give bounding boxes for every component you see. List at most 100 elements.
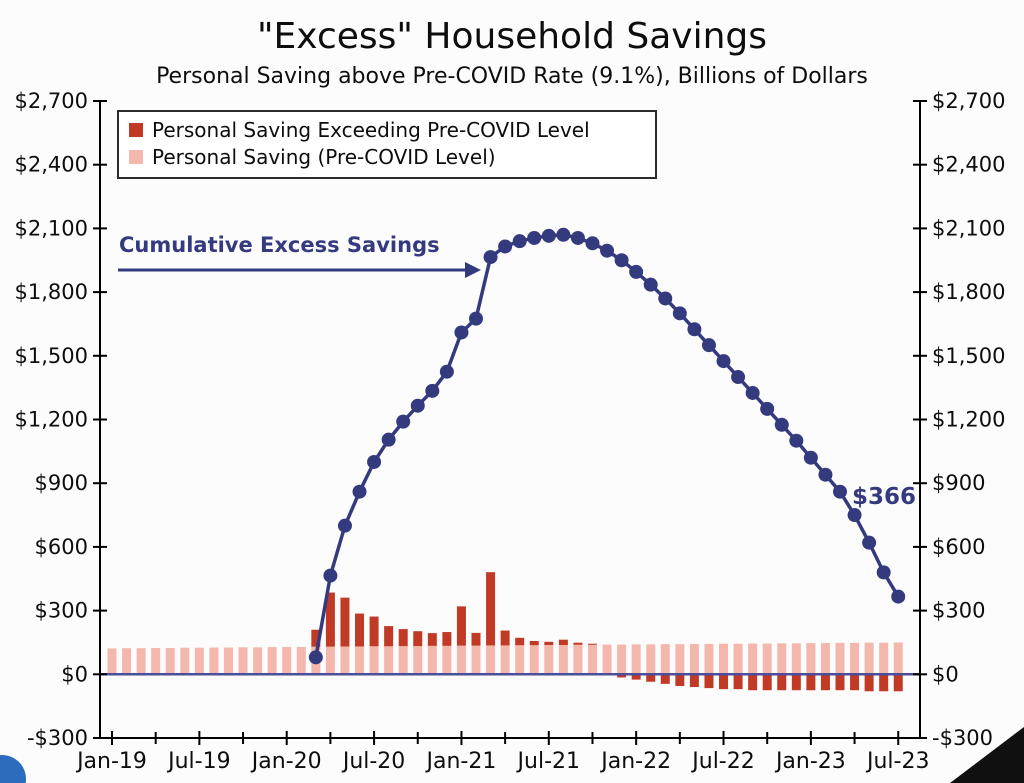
bar-pre-covid	[340, 646, 350, 675]
line-marker	[469, 311, 483, 326]
bar-pre-covid	[806, 643, 816, 675]
legend-swatch-precovid-icon	[129, 150, 143, 164]
bar-pre-covid	[165, 647, 175, 675]
line-marker	[352, 484, 367, 499]
bar-excess	[631, 674, 641, 680]
line-marker	[891, 589, 906, 604]
line-marker	[818, 467, 833, 482]
y-tick-label-left: -$300	[27, 726, 88, 750]
bar-pre-covid	[355, 646, 365, 675]
line-marker	[716, 354, 731, 369]
axes	[99, 101, 921, 739]
bar-pre-covid	[617, 644, 627, 675]
line-marker	[789, 433, 804, 448]
line-marker	[396, 414, 411, 429]
line-marker	[512, 234, 527, 249]
bar-pre-covid	[719, 643, 729, 675]
bar-pre-covid	[820, 643, 830, 675]
bar-excess	[879, 674, 889, 692]
bar-pre-covid	[864, 642, 874, 675]
bar-excess	[762, 674, 772, 691]
bar-pre-covid	[238, 647, 248, 675]
bar-excess	[806, 674, 816, 691]
bar-pre-covid	[500, 645, 510, 675]
line-marker	[381, 432, 396, 447]
line-marker	[745, 385, 760, 400]
x-tick-label: Jul-23	[865, 749, 929, 774]
line-marker	[687, 322, 702, 337]
bar-pre-covid	[122, 648, 132, 675]
line-marker	[847, 508, 862, 523]
line-marker	[833, 484, 847, 499]
bar-excess	[791, 674, 801, 691]
x-tick-label: Jul-22	[690, 749, 754, 774]
bar-pre-covid	[253, 647, 263, 675]
bar-excess	[413, 631, 423, 647]
bar-pre-covid	[850, 642, 860, 675]
bar-pre-covid	[544, 644, 554, 675]
line-marker	[367, 454, 382, 469]
legend-item-excess: Personal Saving Exceeding Pre-COVID Leve…	[129, 118, 643, 142]
bar-pre-covid	[529, 645, 539, 675]
x-axis-labels: Jan-19 Jul-19 Jan-20 Jul-20 Jan-21 Jul-21 Jan-…	[75, 731, 929, 774]
bar-pre-covid	[369, 646, 379, 675]
y-tick-label-right: -$300	[932, 726, 993, 750]
bar-pre-covid	[733, 643, 743, 675]
bar-pre-covid	[194, 647, 204, 675]
line-marker	[614, 253, 629, 268]
y-tick-label-right: $1,200	[932, 408, 1005, 432]
y-tick-label-right: $600	[932, 535, 985, 559]
y-tick-label-left: $900	[35, 471, 88, 495]
bar-pre-covid	[675, 644, 685, 675]
line-marker	[527, 230, 542, 245]
bar-excess	[442, 632, 452, 646]
bar-excess	[384, 626, 394, 647]
bar-excess	[864, 674, 874, 692]
bar-pre-covid	[471, 645, 481, 675]
bar-excess	[355, 613, 365, 647]
line-marker	[803, 450, 818, 465]
bar-pre-covid	[879, 642, 889, 675]
bar-pre-covid	[427, 645, 437, 675]
bar-excess	[456, 606, 466, 646]
y-tick-label-left: $600	[35, 535, 88, 559]
y-tick-label-right: $2,400	[932, 153, 1005, 177]
y-tick-label-left: $1,500	[15, 344, 88, 368]
y-tick-label-left: $300	[35, 599, 88, 623]
bar-pre-covid	[587, 644, 597, 675]
cumulative-line	[308, 227, 906, 665]
bar-excess	[529, 640, 539, 646]
line-marker	[323, 568, 338, 583]
y-tick-label-right: $1,500	[932, 344, 1005, 368]
bar-pre-covid	[296, 646, 306, 675]
y-tick-label-right: $1,800	[932, 280, 1005, 304]
legend-item-precovid: Personal Saving (Pre-COVID Level)	[129, 145, 643, 169]
bar-excess	[660, 674, 670, 684]
bar-excess	[835, 674, 845, 691]
bar-pre-covid	[282, 646, 292, 675]
line-marker	[760, 401, 775, 416]
x-tick-label: Jul-20	[341, 749, 405, 774]
bar-pre-covid	[791, 643, 801, 675]
line-marker	[410, 398, 425, 413]
bar-pre-covid	[209, 647, 219, 675]
line-marker	[658, 291, 673, 306]
line-marker	[425, 383, 440, 398]
x-tick-label: Jan-23	[774, 749, 846, 774]
bar-pre-covid	[748, 643, 758, 675]
bar-pre-covid	[486, 645, 496, 675]
bar-pre-covid	[762, 643, 772, 675]
bar-excess	[427, 633, 437, 646]
line-marker	[862, 535, 877, 550]
line-marker	[600, 243, 615, 258]
y-tick-label-left: $1,200	[15, 408, 88, 432]
arrow-head-icon	[465, 262, 481, 278]
bar-pre-covid	[325, 646, 335, 675]
line-marker	[439, 364, 454, 379]
chart-title: "Excess" Household Savings	[256, 16, 768, 57]
bar-pre-covid	[398, 646, 408, 675]
line-marker	[541, 228, 556, 243]
bar-excess	[675, 674, 685, 686]
bar-pre-covid	[267, 647, 277, 675]
